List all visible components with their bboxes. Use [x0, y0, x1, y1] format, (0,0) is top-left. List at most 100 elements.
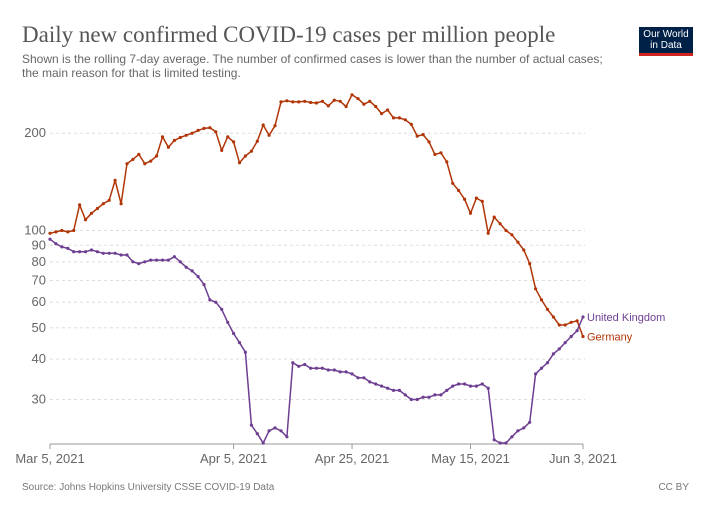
germany-point	[545, 307, 550, 311]
united-kingdom-point	[397, 388, 401, 392]
united-kingdom-point	[160, 258, 165, 262]
owid-logo[interactable]: Our World in Data	[639, 27, 693, 56]
united-kingdom-point	[314, 366, 319, 370]
germany-point	[208, 126, 212, 130]
germany-point	[581, 334, 585, 339]
united-kingdom-point	[60, 245, 64, 249]
united-kingdom-point	[380, 384, 384, 388]
united-kingdom-point	[534, 372, 538, 376]
germany-point	[332, 98, 336, 102]
germany-point	[522, 248, 526, 252]
germany-point	[137, 152, 141, 156]
united-kingdom-point	[510, 435, 514, 439]
united-kingdom-point	[374, 382, 378, 386]
germany-point	[309, 100, 313, 105]
united-kingdom-point	[344, 370, 348, 374]
united-kingdom-point	[267, 429, 271, 433]
united-kingdom-point	[137, 262, 141, 266]
germany-point	[113, 178, 117, 182]
united-kingdom-point	[504, 441, 508, 445]
germany-point	[190, 131, 194, 135]
germany-point	[439, 151, 443, 155]
germany-point	[528, 262, 532, 266]
united-kingdom-point	[439, 393, 443, 397]
germany-point	[66, 230, 70, 234]
y-tick-label: 80	[32, 254, 46, 269]
germany-point	[314, 101, 319, 105]
united-kingdom-point	[480, 382, 484, 386]
germany-point	[101, 202, 105, 206]
germany-point	[326, 104, 330, 108]
germany-point	[196, 128, 200, 132]
germany-point	[504, 228, 508, 233]
germany-point	[297, 100, 301, 104]
germany-point	[160, 135, 165, 139]
united-kingdom-point	[356, 376, 360, 380]
germany-point	[60, 228, 64, 233]
united-kingdom-point	[143, 260, 147, 264]
germany-point	[445, 160, 449, 164]
germany-point	[214, 130, 218, 134]
germany-point	[415, 134, 419, 138]
united-kingdom-point	[415, 397, 419, 402]
united-kingdom-point	[101, 251, 105, 255]
germany-point	[516, 240, 520, 244]
germany-point	[255, 139, 259, 143]
united-kingdom-point	[196, 275, 200, 279]
germany-point	[557, 323, 561, 327]
united-kingdom-point	[226, 320, 230, 324]
germany-point	[356, 97, 360, 101]
united-kingdom-point	[486, 386, 490, 390]
germany-point	[48, 231, 52, 235]
united-kingdom-point	[451, 384, 455, 388]
united-kingdom-point	[498, 441, 502, 445]
germany-point	[237, 161, 242, 165]
germany-point	[409, 122, 413, 126]
united-kingdom-point	[190, 269, 194, 273]
logo-line-2: in Data	[650, 40, 682, 51]
united-kingdom-point	[125, 253, 129, 257]
united-kingdom-point	[338, 370, 342, 374]
y-tick-label: 60	[32, 294, 46, 309]
united-kingdom-line	[49, 238, 584, 444]
source-note[interactable]: Source: Johns Hopkins University CSSE CO…	[22, 482, 275, 493]
germany-point	[166, 145, 170, 149]
x-tick-label: Apr 25, 2021	[315, 451, 389, 466]
grid-layer	[49, 132, 585, 449]
germany-point	[303, 99, 307, 103]
x-tick-label: May 15, 2021	[431, 451, 510, 466]
germany-point	[320, 99, 324, 103]
germany-point	[350, 93, 354, 97]
united-kingdom-point	[457, 382, 461, 386]
united-kingdom-point	[255, 432, 259, 436]
united-kingdom-point	[309, 366, 313, 370]
germany-point	[107, 198, 111, 202]
united-kingdom-point	[172, 255, 176, 259]
license-link[interactable]: CC BY	[658, 482, 689, 493]
united-kingdom-point	[166, 258, 170, 262]
germany-point	[403, 118, 407, 122]
germany-point	[89, 211, 94, 215]
germany-point	[498, 222, 502, 226]
united-kingdom-point	[214, 300, 218, 304]
germany-line	[49, 94, 584, 337]
united-kingdom-point	[220, 307, 224, 311]
germany-point	[427, 140, 431, 144]
united-kingdom-point	[155, 258, 159, 262]
united-kingdom-point	[83, 250, 88, 254]
germany-point	[463, 197, 467, 201]
united-kingdom-point	[285, 435, 289, 439]
united-kingdom-point	[232, 331, 236, 336]
united-kingdom-point	[291, 361, 295, 365]
germany-point	[474, 196, 478, 200]
germany-point	[397, 116, 401, 120]
germany-point	[184, 133, 188, 137]
united-kingdom-point	[66, 246, 70, 250]
germany-point	[143, 162, 147, 166]
germany-point	[362, 102, 366, 106]
united-kingdom-point	[468, 384, 473, 388]
germany-point	[457, 188, 461, 193]
x-tick-label: Mar 5, 2021	[15, 451, 84, 466]
germany-point	[368, 99, 372, 103]
germany-point	[226, 135, 230, 139]
